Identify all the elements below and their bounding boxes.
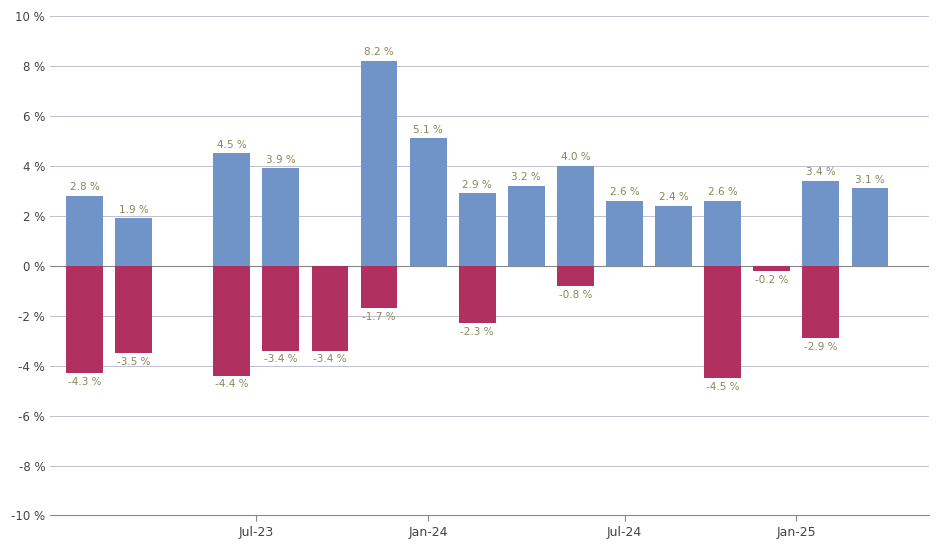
Text: -4.5 %: -4.5 % [706, 382, 740, 392]
Text: 2.9 %: 2.9 % [462, 180, 493, 190]
Bar [459, 266, 495, 323]
Bar [704, 266, 741, 378]
Text: -1.7 %: -1.7 % [362, 312, 396, 322]
Text: 2.6 %: 2.6 % [610, 187, 639, 197]
Text: 1.9 %: 1.9 % [118, 205, 149, 214]
Text: -2.3 %: -2.3 % [461, 327, 494, 337]
Text: 4.0 %: 4.0 % [560, 152, 590, 162]
Bar [262, 168, 299, 266]
Text: 5.1 %: 5.1 % [414, 125, 443, 135]
Text: -4.4 %: -4.4 % [215, 379, 248, 389]
Bar [704, 201, 741, 266]
Text: -0.8 %: -0.8 % [558, 289, 592, 300]
Bar [508, 186, 544, 266]
Text: 2.8 %: 2.8 % [70, 182, 100, 192]
Bar [803, 181, 839, 266]
Text: 8.2 %: 8.2 % [364, 47, 394, 57]
Bar [753, 266, 791, 271]
Text: -0.2 %: -0.2 % [755, 274, 789, 284]
Text: -3.5 %: -3.5 % [117, 357, 150, 367]
Bar [115, 266, 152, 353]
Bar [606, 201, 643, 266]
Text: -4.3 %: -4.3 % [68, 377, 102, 387]
Bar [361, 266, 398, 308]
Text: -3.4 %: -3.4 % [264, 354, 298, 365]
Bar [213, 153, 250, 266]
Bar [66, 266, 102, 373]
Bar [213, 266, 250, 376]
Bar [115, 218, 152, 266]
Bar [803, 266, 839, 338]
Text: -2.9 %: -2.9 % [804, 342, 838, 352]
Text: 3.2 %: 3.2 % [511, 172, 541, 182]
Bar [66, 196, 102, 266]
Text: 3.4 %: 3.4 % [806, 167, 836, 177]
Bar [262, 266, 299, 351]
Bar [311, 266, 349, 351]
Bar [557, 266, 594, 286]
Text: 2.4 %: 2.4 % [659, 192, 688, 202]
Text: -3.4 %: -3.4 % [313, 354, 347, 365]
Bar [361, 61, 398, 266]
Bar [557, 166, 594, 266]
Bar [410, 139, 446, 266]
Text: 4.5 %: 4.5 % [217, 140, 246, 150]
Text: 2.6 %: 2.6 % [708, 187, 738, 197]
Bar [852, 189, 888, 266]
Text: 3.9 %: 3.9 % [266, 155, 296, 164]
Bar [459, 194, 495, 266]
Text: 3.1 %: 3.1 % [855, 175, 885, 185]
Bar [655, 206, 692, 266]
